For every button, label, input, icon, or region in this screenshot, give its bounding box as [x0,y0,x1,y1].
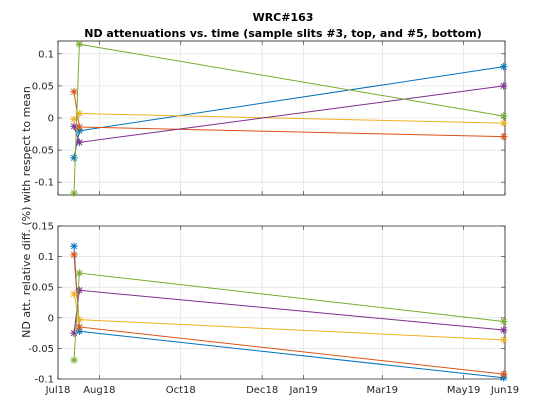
bottom-series-3-marker [499,336,508,344]
top-series-1-marker [499,62,508,71]
y-axis-label: ND att. relative diff. (%) with respect … [20,86,33,338]
top-series-2 [70,87,508,141]
figure-title-line-2: ND attenuations vs. time (sample slits #… [84,27,481,40]
bottom-x-tick-label: Aug18 [83,385,115,396]
figure-title-line-1: WRC#163 [253,11,314,24]
top-y-tick-label: -0.1 [34,178,54,189]
bottom-series-2-marker [70,250,78,259]
bottom-series-2 [70,250,508,378]
bottom-x-tick-label: Dec18 [246,385,278,396]
top-series-4-marker [499,82,508,90]
top-y-tick-label: 0.1 [38,49,54,60]
bottom-series-2-marker [499,370,508,378]
top-series-5-marker [70,189,78,197]
bottom-x-tick-label: May19 [447,385,480,396]
bottom-series-4-marker [499,326,508,334]
bottom-series-4-marker [75,286,84,295]
top-series-3 [70,109,508,127]
bottom-y-tick-label: 0.05 [32,283,54,294]
top-series-3-marker [499,119,508,127]
bottom-series-5-marker [75,269,84,277]
bottom-x-tick-label: Mar19 [366,385,398,396]
bottom-series-5-marker [70,356,78,364]
top-series-5-marker [499,112,508,120]
bottom-y-tick-label: -0.1 [34,375,54,386]
top-series-2-marker [499,132,508,141]
top-series-1-marker [70,153,78,162]
top-y-tick-label: 0.05 [32,81,54,92]
bottom-plot-area [57,225,506,380]
top-y-tick-label: 0 [48,114,54,125]
top-series-4-marker [75,138,84,147]
bottom-axes: -0.1 -0.05 0 0.05 0.1 0.15 Jul18 Aug18 Oct18 Dec1… [28,222,519,397]
bottom-series-3-marker [70,290,78,298]
bottom-y-tick-label: 0 [48,313,54,324]
top-series-3-marker [70,115,78,124]
bottom-series-5 [70,269,508,364]
bottom-x-tick-label: Jul18 [45,385,71,396]
top-axes: -0.1 -0.05 0 0.05 0.1 [28,40,508,197]
bottom-y-tick-label: 0.1 [38,252,54,263]
bottom-x-tick-label: Jan19 [288,385,317,396]
bottom-series-4-marker [70,329,78,337]
top-series-2-marker [70,87,78,96]
top-series-5 [70,40,508,197]
top-series-5-marker [75,40,84,49]
bottom-series-2-marker [75,323,84,331]
bottom-series-3 [70,290,508,344]
top-y-tick-label: -0.05 [28,146,54,157]
bottom-y-tick-label: 0.15 [32,222,54,233]
bottom-axes-frame [57,225,506,380]
bottom-x-tick-label: Oct18 [166,385,196,396]
bottom-series-4 [70,286,508,337]
bottom-series-1-marker [70,242,78,250]
bottom-y-tick-label: -0.05 [28,344,54,355]
bottom-x-tick-label: Jun19 [490,385,519,396]
bottom-series-5-marker [499,317,508,326]
